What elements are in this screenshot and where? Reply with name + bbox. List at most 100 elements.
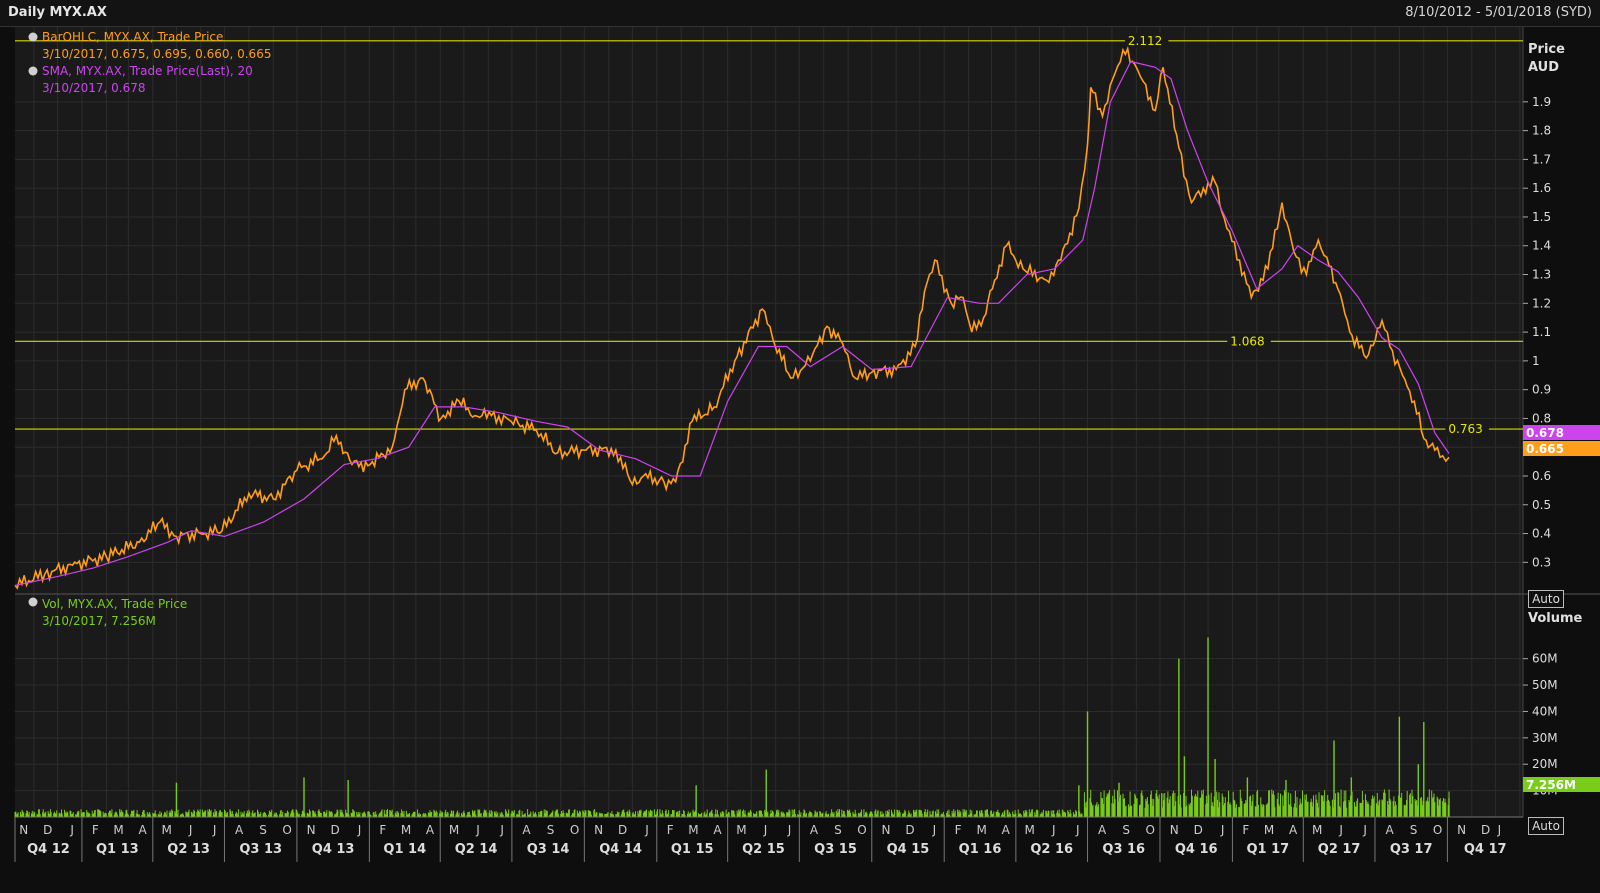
month-tick-label: S	[834, 823, 842, 837]
legend-sma-label: SMA, MYX.AX, Trade Price(Last), 20	[42, 64, 253, 78]
price-tick-label: 1.5	[1532, 210, 1551, 224]
price-tick-label: 0.5	[1532, 498, 1551, 512]
quarter-tick-label: Q3 13	[239, 842, 282, 857]
title-bar: Daily MYX.AX 8/10/2012 - 5/01/2018 (SYD)	[0, 0, 1600, 27]
legend-ohlc[interactable]: BarOHLC, MYX.AX, Trade Price 3/10/2017, …	[28, 30, 272, 61]
volume-tick-label: 50M	[1532, 678, 1558, 692]
month-tick-label: J	[1338, 823, 1343, 837]
quarter-tick-label: Q3 17	[1390, 842, 1433, 857]
price-badge: 0.665	[1523, 441, 1600, 456]
price-axis-unit: AUD	[1528, 60, 1559, 75]
month-tick-label: A	[1385, 823, 1394, 837]
quarter-tick-label: Q3 14	[527, 842, 570, 857]
month-tick-label: N	[19, 823, 28, 837]
legend-ohlc-toggle-icon[interactable]	[28, 32, 38, 42]
level-label: 1.068	[1230, 334, 1264, 348]
month-tick-label: O	[857, 823, 866, 837]
quarter-tick-label: Q1 13	[96, 842, 139, 857]
price-tick-label: 1.4	[1532, 239, 1551, 253]
legend-sma-values: 3/10/2017, 0.678	[42, 81, 146, 95]
legend-volume[interactable]: Vol, MYX.AX, Trade Price 3/10/2017, 7.25…	[28, 597, 188, 628]
price-axis-ticks: 1.91.81.71.61.51.41.31.21.110.90.80.70.6…	[1523, 95, 1551, 569]
volume-tick-label: 60M	[1532, 652, 1558, 666]
month-tick-label: J	[1051, 823, 1056, 837]
quarter-tick-label: Q2 14	[455, 842, 498, 857]
price-tick-label: 1	[1532, 354, 1540, 368]
month-tick-label: A	[713, 823, 722, 837]
month-tick-label: N	[1457, 823, 1466, 837]
price-tick-label: 1.7	[1532, 152, 1551, 166]
quarter-tick-label: Q2 15	[742, 842, 785, 857]
month-tick-label: J	[932, 823, 937, 837]
volume-axis-ticks: 60M50M40M30M20M10M	[1523, 652, 1558, 798]
month-tick-label: D	[331, 823, 340, 837]
legend-volume-toggle-icon[interactable]	[28, 597, 38, 607]
month-tick-label: N	[307, 823, 316, 837]
volume-badge-value: 7.256M	[1526, 778, 1576, 792]
month-tick-label: J	[212, 823, 217, 837]
quarter-tick-label: Q2 13	[167, 842, 210, 857]
sma-series-line	[14, 60, 1450, 586]
month-tick-label: J	[1497, 823, 1502, 837]
quarter-tick-label: Q2 16	[1030, 842, 1073, 857]
level-label-bg	[1445, 421, 1489, 437]
level-label-bg	[1227, 333, 1271, 349]
volume-auto-scale-button[interactable]: Auto	[1528, 817, 1564, 835]
month-tick-label: J	[357, 823, 362, 837]
month-tick-label: A	[1289, 823, 1298, 837]
volume-tick-label: 20M	[1532, 757, 1558, 771]
month-tick-label: N	[1170, 823, 1179, 837]
chart-title: Daily MYX.AX	[8, 5, 107, 20]
month-tick-label: J	[69, 823, 74, 837]
sma-badge: 0.678	[1523, 425, 1600, 440]
date-range: 8/10/2012 - 5/01/2018 (SYD)	[1405, 5, 1592, 20]
price-tick-label: 0.4	[1532, 527, 1551, 541]
price-tick-label: 0.9	[1532, 383, 1551, 397]
quarter-tick-label: Q1 15	[671, 842, 714, 857]
month-tick-label: J	[188, 823, 193, 837]
price-badge-value: 0.665	[1526, 442, 1564, 456]
quarter-tick-label: Q1 16	[959, 842, 1002, 857]
month-tick-label: O	[1433, 823, 1442, 837]
month-tick-label: F	[955, 823, 962, 837]
legend-sma-toggle-icon[interactable]	[28, 66, 38, 76]
month-tick-label: O	[282, 823, 291, 837]
month-tick-label: O	[570, 823, 579, 837]
legend-sma[interactable]: SMA, MYX.AX, Trade Price(Last), 20 3/10/…	[28, 64, 253, 95]
legend-volume-values: 3/10/2017, 7.256M	[42, 614, 156, 628]
month-tick-label: N	[881, 823, 890, 837]
price-tick-label: 0.3	[1532, 555, 1551, 569]
horizontal-levels[interactable]: 2.112 1.068 0.763	[15, 32, 1523, 437]
month-tick-label: J	[763, 823, 768, 837]
level-label-bg	[1124, 32, 1169, 48]
month-tick-label: J	[787, 823, 792, 837]
quarter-tick-label: Q4 15	[887, 842, 930, 857]
quarter-tick-label: Q4 16	[1175, 842, 1218, 857]
month-tick-label: D	[905, 823, 914, 837]
legend-ohlc-values: 3/10/2017, 0.675, 0.695, 0.660, 0.665	[42, 47, 271, 61]
volume-pane[interactable]	[15, 594, 1523, 817]
volume-axis-title: Volume	[1528, 611, 1583, 626]
month-tick-label: O	[1145, 823, 1154, 837]
volume-tick-label: 40M	[1532, 704, 1558, 718]
volume-bars	[14, 637, 1450, 817]
month-tick-label: M	[401, 823, 411, 837]
quarter-tick-label: Q3 15	[814, 842, 857, 857]
price-tick-label: 1.8	[1532, 124, 1551, 138]
quarter-tick-label: Q4 14	[599, 842, 642, 857]
price-axis-title: Price	[1528, 42, 1565, 57]
level-label: 2.112	[1128, 34, 1162, 48]
price-pane[interactable]	[15, 27, 1523, 594]
price-series-line	[14, 45, 1450, 590]
price-tick-label: 1.1	[1532, 325, 1551, 339]
month-tick-label: S	[1410, 823, 1418, 837]
price-auto-scale-button[interactable]: Auto	[1528, 590, 1564, 608]
volume-badge: 7.256M	[1523, 777, 1600, 792]
month-tick-label: F	[1242, 823, 1249, 837]
chart-canvas[interactable]: 2.112 1.068 0.763 1.9 1.8 1.7 1.6 1.5 1.4 1.3 1.2…	[0, 27, 1600, 893]
price-tick-label: 0.8	[1532, 411, 1551, 425]
month-tick-label: A	[235, 823, 244, 837]
month-tick-label: J	[475, 823, 480, 837]
month-tick-label: N	[594, 823, 603, 837]
